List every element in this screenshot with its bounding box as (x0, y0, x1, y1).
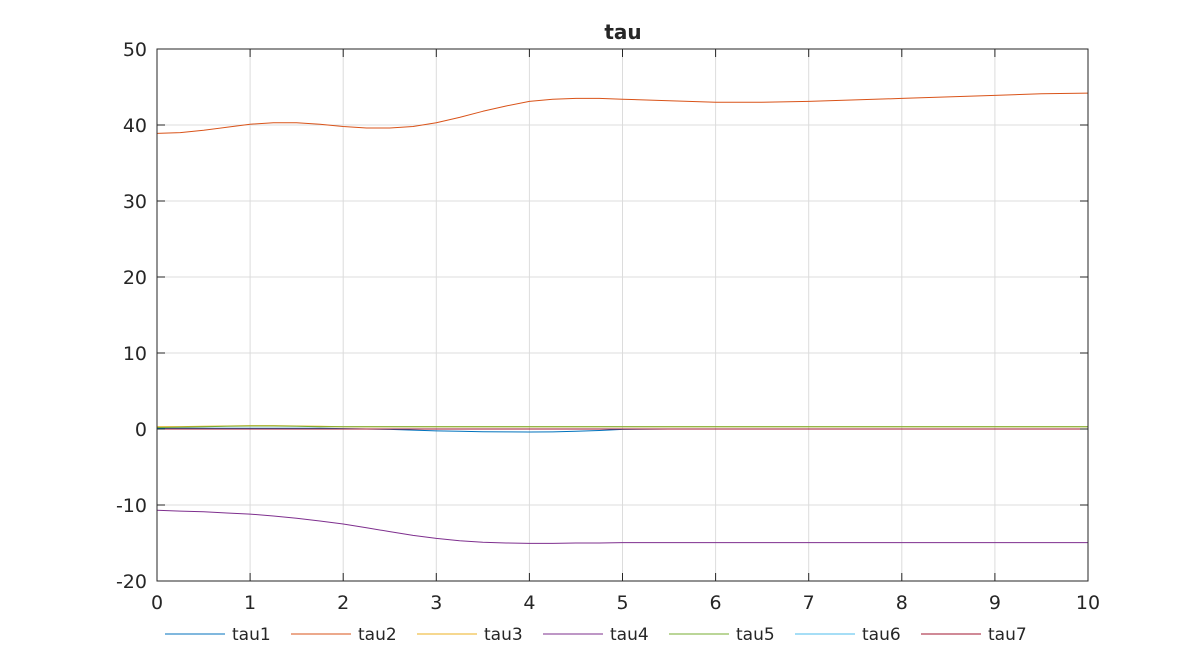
x-tick-label: 8 (896, 592, 908, 614)
legend-label-tau4: tau4 (610, 625, 649, 645)
y-tick-label: 50 (123, 39, 147, 61)
x-tick-label: 10 (1076, 592, 1100, 614)
x-tick-label: 5 (616, 592, 628, 614)
tick-marks (156, 48, 1089, 582)
legend-label-tau1: tau1 (232, 625, 271, 645)
legend-label-tau7: tau7 (988, 625, 1027, 645)
x-tick-label: 1 (244, 592, 256, 614)
y-tick-label: 10 (123, 343, 147, 365)
y-tick-label: 0 (135, 419, 147, 441)
legend-label-tau5: tau5 (736, 625, 775, 645)
y-tick-label: -20 (116, 571, 147, 593)
y-tick-labels: -20 -10 0 10 20 30 40 50 (116, 39, 147, 593)
series-lines (156, 92, 1089, 544)
x-tick-label: 0 (151, 592, 163, 614)
y-tick-label: -10 (116, 495, 147, 517)
legend: tau1 tau2 tau3 tau4 tau5 tau6 tau7 (165, 625, 1027, 645)
legend-label-tau2: tau2 (358, 625, 397, 645)
x-tick-label: 7 (803, 592, 815, 614)
series-line-tau4 (156, 509, 1088, 544)
x-tick-label: 9 (989, 592, 1001, 614)
x-tick-label: 6 (710, 592, 722, 614)
x-tick-label: 3 (430, 592, 442, 614)
y-tick-label: 30 (123, 191, 147, 213)
y-tick-label: 20 (123, 267, 147, 289)
legend-label-tau6: tau6 (862, 625, 901, 645)
y-tick-label: 40 (123, 115, 147, 137)
x-tick-label: 2 (337, 592, 349, 614)
series-line-tau5 (156, 425, 1088, 428)
series-line-tau2 (156, 92, 1089, 134)
legend-label-tau3: tau3 (484, 625, 523, 645)
x-tick-label: 4 (523, 592, 535, 614)
x-tick-labels: 0 1 2 3 4 5 6 7 8 9 10 (151, 592, 1100, 614)
chart-title: tau (604, 20, 641, 44)
